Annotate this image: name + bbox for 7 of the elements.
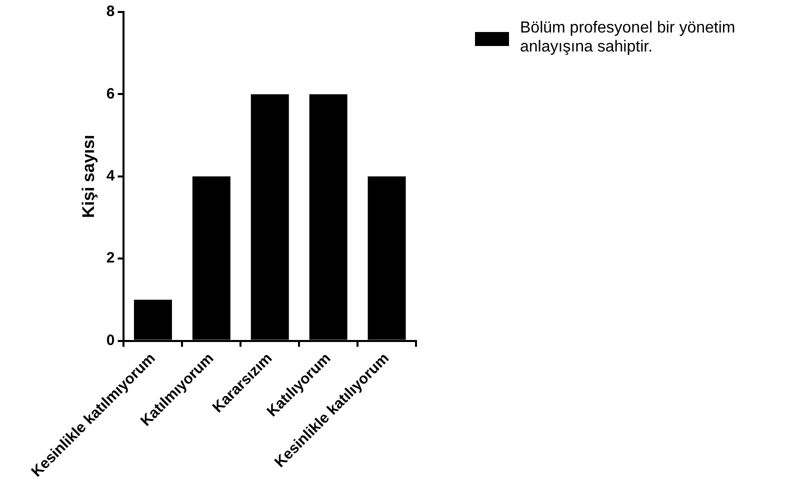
y-tick-label: 0 (106, 332, 115, 349)
y-tick-label: 6 (106, 85, 115, 102)
legend-label: Bölüm profesyonel bir yönetim anlayışına sahiptir. (520, 19, 736, 56)
y-tick-label: 8 (106, 3, 115, 20)
y-tick-label: 2 (106, 250, 115, 267)
y-tick-label: 4 (106, 168, 116, 185)
y-axis-title: Kişi sayısı (78, 134, 98, 218)
